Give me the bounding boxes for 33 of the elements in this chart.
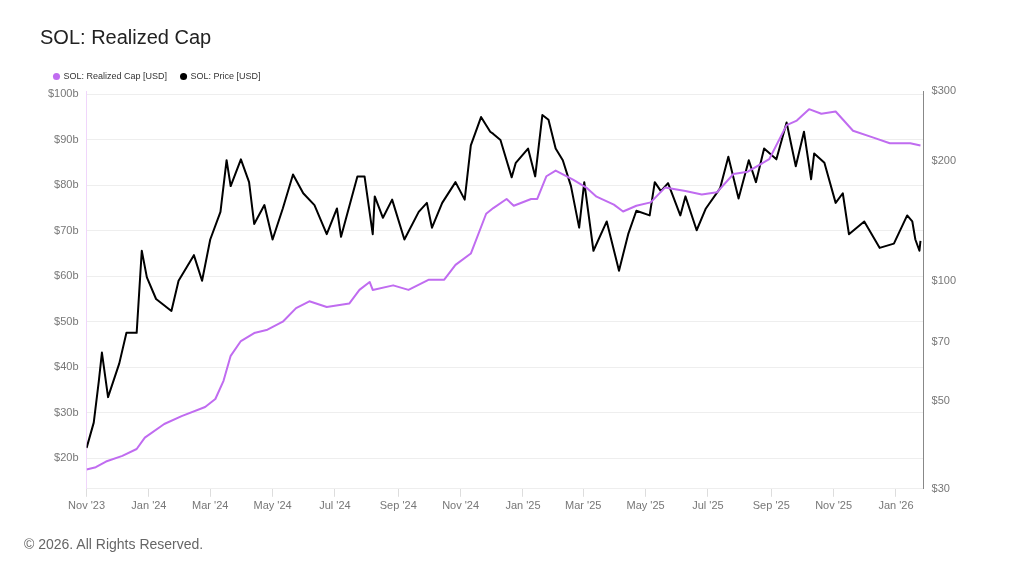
y2-tick-label: $70 (931, 335, 950, 348)
legend-label: SOL: Realized Cap [USD] (63, 70, 168, 81)
x-tick-label: Jan '26 (878, 499, 914, 512)
x-tick-label: Jan '24 (131, 499, 167, 512)
x-tick-label: May '25 (626, 499, 665, 512)
y-tick-label: $70b (54, 223, 79, 236)
x-tick-label: Mar '24 (192, 499, 229, 512)
x-tick-label: Sep '25 (752, 499, 790, 512)
x-tick-label: Nov '23 (68, 499, 106, 512)
y2-tick-label: $30 (931, 481, 950, 494)
y-tick-label: $80b (54, 178, 79, 191)
y-tick-label: $30b (54, 405, 79, 418)
y-tick-label: $60b (54, 269, 79, 282)
text: © 2026. All Rights Reserved. (24, 536, 204, 552)
x-tick-label: May '24 (253, 499, 292, 512)
y-tick-label: $100b (47, 87, 79, 100)
x-tick-label: Jul '24 (319, 499, 351, 512)
x-tick-label: Jul '25 (692, 499, 724, 512)
x-tick-label: Nov '24 (442, 499, 480, 512)
y-tick-label: $20b (54, 451, 79, 464)
y2-tick-label: $200 (931, 154, 957, 167)
y2-tick-label: $300 (931, 84, 957, 97)
legend-label: SOL: Price [USD] (190, 70, 261, 81)
y2-tick-label: $100 (931, 273, 957, 286)
y2-tick-label: $50 (931, 393, 950, 406)
x-tick-label: Jan '25 (505, 499, 541, 512)
x-tick-label: Mar '25 (565, 499, 602, 512)
chart-title: SOL: Realized Cap (40, 25, 212, 48)
y-tick-label: $90b (54, 132, 79, 145)
y-tick-label: $50b (54, 314, 79, 327)
x-tick-label: Nov '25 (815, 499, 853, 512)
y-tick-label: $40b (54, 360, 79, 373)
x-tick-label: Sep '24 (379, 499, 417, 512)
